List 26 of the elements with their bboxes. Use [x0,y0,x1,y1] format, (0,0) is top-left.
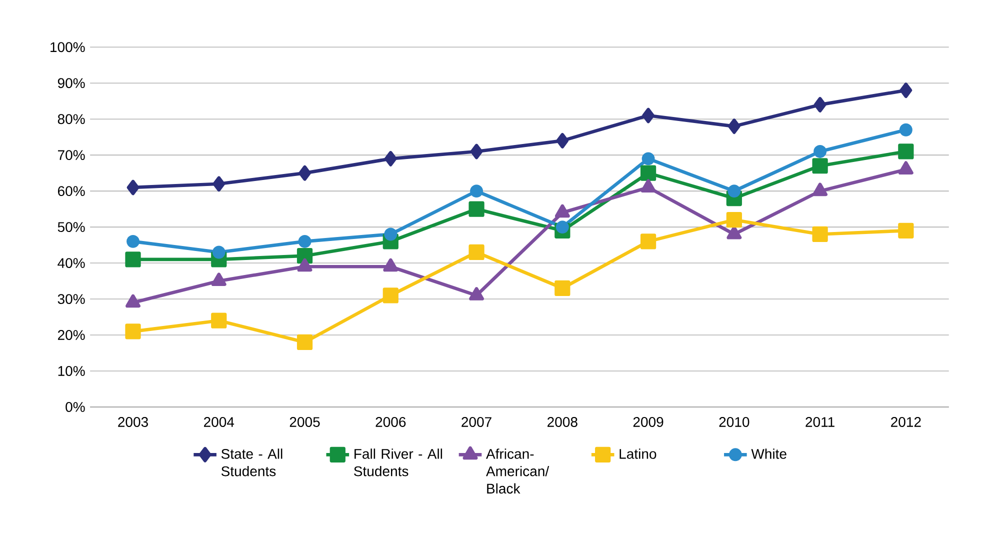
legend-label: Fall River - All Students [354,448,442,476]
y-tick-label: 50% [58,222,85,232]
y-tick-label: 20% [58,330,85,340]
x-tick-label: 2003 [118,417,148,427]
x-tick-label: 2012 [891,417,921,427]
y-tick-label: 0% [66,402,85,412]
y-tick-label: 30% [58,294,85,304]
legend-label: Latino [620,448,656,459]
y-tick-label: 90% [58,78,85,88]
y-tick-label: 70% [58,150,85,160]
x-tick-label: 2008 [548,417,578,427]
y-tick-label: 80% [58,114,85,124]
legend-label: White [751,448,786,459]
x-tick-label: 2005 [290,417,320,427]
y-tick-label: 60% [58,186,85,196]
x-tick-label: 2004 [204,417,234,427]
x-tick-label: 2006 [376,417,406,427]
y-tick-label: 10% [58,366,85,376]
x-tick-label: 2009 [633,417,664,427]
y-tick-label: 100% [50,42,85,52]
x-tick-label: 2011 [806,417,834,427]
y-tick-label: 40% [58,258,85,268]
x-tick-label: 2007 [462,417,492,427]
legend-label: State - All Students [221,448,282,476]
legend-label: African-American/ Black [486,448,550,494]
x-tick-label: 2010 [719,417,750,427]
